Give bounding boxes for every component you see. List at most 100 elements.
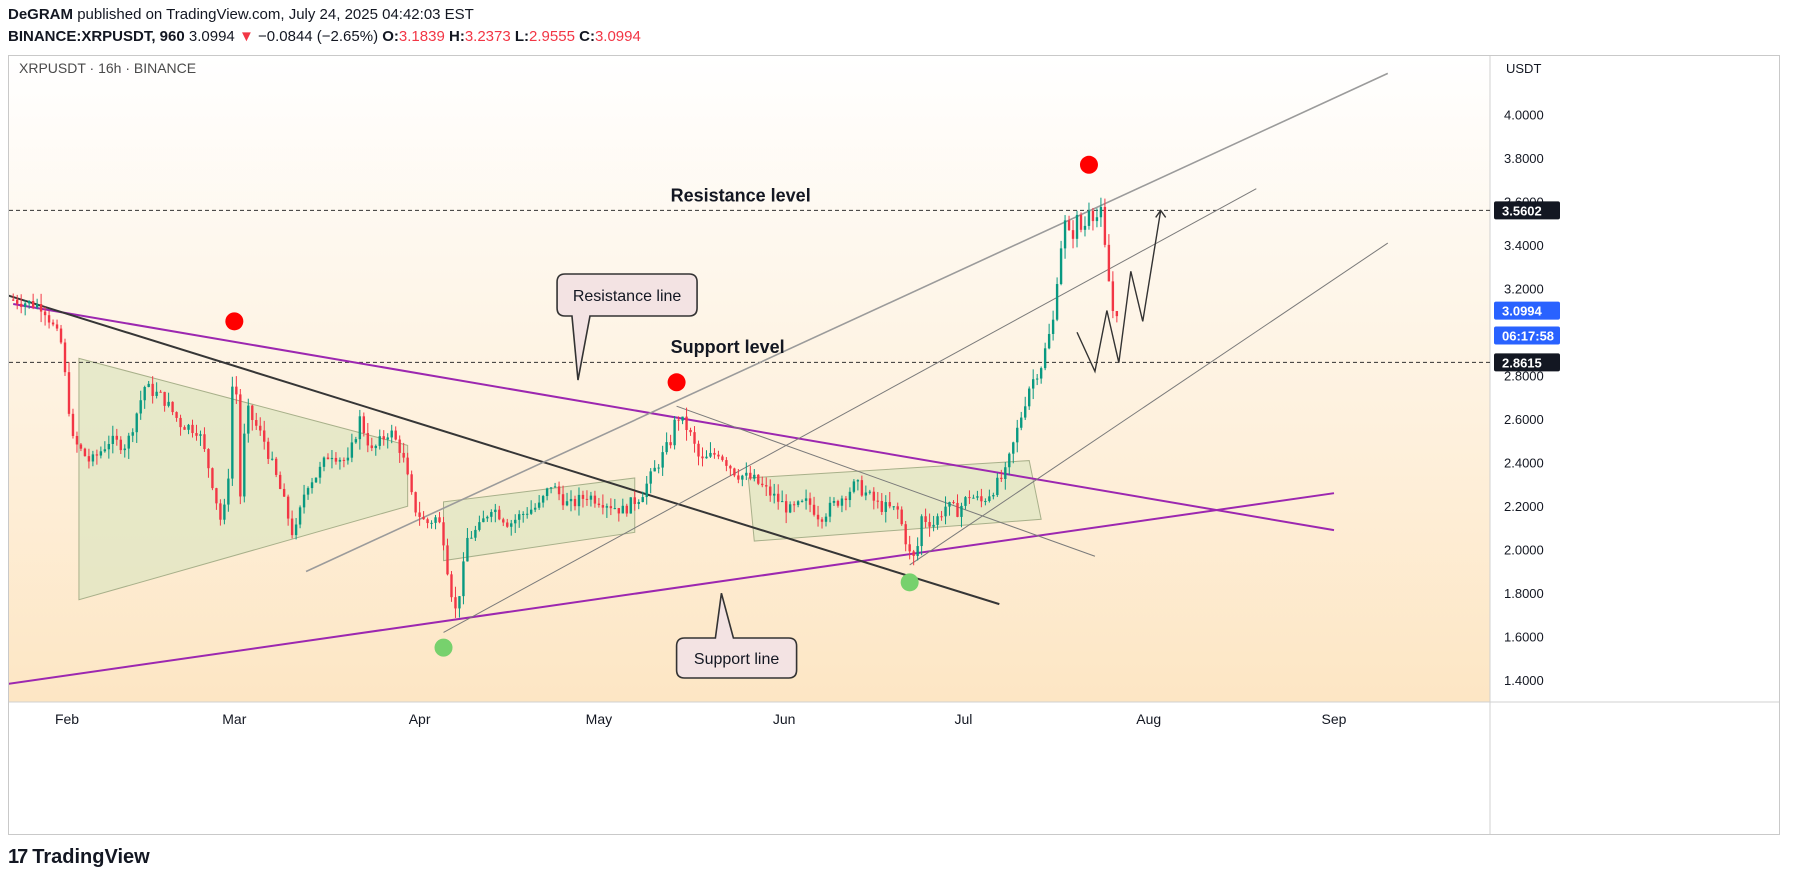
tradingview-brand[interactable]: TradingView bbox=[32, 846, 150, 868]
candle-down bbox=[75, 435, 79, 445]
candle-up bbox=[840, 498, 844, 506]
candle-down bbox=[179, 417, 182, 428]
ohlc-high: 3.2373 bbox=[464, 28, 511, 45]
candle-down bbox=[171, 401, 174, 413]
candle-up bbox=[131, 432, 134, 436]
candle-up bbox=[330, 457, 334, 460]
candle-up bbox=[470, 537, 473, 539]
candle-up bbox=[992, 495, 995, 497]
candle-down bbox=[669, 442, 672, 446]
candle-up bbox=[243, 433, 246, 497]
candle-up bbox=[960, 505, 963, 517]
candle-down bbox=[737, 475, 740, 480]
y-tick-label: 3.2000 bbox=[1504, 282, 1544, 297]
y-tick-label: 1.8000 bbox=[1504, 586, 1544, 601]
candle-up bbox=[227, 478, 230, 505]
candle-down bbox=[581, 494, 585, 499]
candle-down bbox=[609, 506, 613, 509]
candle-up bbox=[1039, 368, 1043, 379]
candle-up bbox=[741, 475, 744, 480]
candle-up bbox=[653, 467, 656, 472]
candle-up bbox=[996, 477, 999, 496]
candle-up bbox=[374, 445, 377, 449]
candle-up bbox=[1031, 379, 1035, 389]
candle-down bbox=[816, 514, 820, 520]
candle-up bbox=[629, 497, 632, 514]
candle-up bbox=[306, 488, 310, 495]
tradingview-footer: 17 TradingView bbox=[8, 846, 150, 869]
candle-up bbox=[167, 401, 170, 406]
candle-up bbox=[541, 496, 545, 503]
candle-up bbox=[35, 304, 39, 308]
candle-up bbox=[1099, 206, 1103, 218]
candle-down bbox=[1091, 210, 1095, 222]
candle-down bbox=[900, 509, 903, 525]
candle-up bbox=[107, 443, 111, 450]
candles-group bbox=[12, 197, 1119, 618]
candle-up bbox=[139, 400, 142, 414]
candle-up bbox=[302, 494, 306, 508]
candle-up bbox=[972, 497, 975, 499]
candle-down bbox=[274, 458, 278, 475]
candle-down bbox=[63, 342, 67, 373]
candle-up bbox=[984, 501, 987, 503]
x-tick-label: Apr bbox=[409, 711, 431, 727]
candle-down bbox=[278, 474, 282, 489]
candle-down bbox=[79, 444, 83, 449]
y-tick-label: 2.4000 bbox=[1504, 456, 1544, 471]
purple-resistance-line bbox=[13, 302, 1335, 532]
candle-up bbox=[103, 449, 107, 452]
author-name[interactable]: DeGRAM bbox=[8, 6, 74, 23]
candle-up bbox=[637, 502, 640, 505]
red-dot-marker bbox=[667, 373, 686, 392]
candle-down bbox=[769, 486, 772, 496]
candle-down bbox=[12, 299, 15, 301]
support-level-label: Support level bbox=[671, 337, 785, 357]
support-line-callout-text: Support line bbox=[694, 651, 779, 668]
candle-down bbox=[83, 448, 87, 457]
price-axis-background bbox=[1490, 56, 1779, 834]
price-badge-label: 3.5602 bbox=[1502, 203, 1542, 218]
candle-down bbox=[689, 429, 692, 433]
candle-down bbox=[71, 413, 75, 436]
candle-up bbox=[856, 480, 860, 482]
candle-up bbox=[482, 518, 485, 523]
y-tick-label: 4.0000 bbox=[1504, 108, 1544, 123]
candle-down bbox=[422, 516, 425, 520]
candle-down bbox=[1079, 214, 1083, 230]
candle-up bbox=[91, 454, 95, 462]
candle-up bbox=[537, 502, 541, 508]
candle-down bbox=[952, 502, 955, 504]
candle-down bbox=[334, 457, 338, 462]
candle-up bbox=[1024, 406, 1027, 418]
candle-down bbox=[1071, 230, 1075, 239]
symbol-name[interactable]: BINANCE:XRPUSDT, 960 bbox=[8, 28, 185, 45]
y-tick-label: 2.0000 bbox=[1504, 543, 1544, 558]
candle-down bbox=[414, 492, 417, 513]
candle-up bbox=[569, 498, 573, 502]
chart-frame[interactable]: Resistance level Support level Resistance … bbox=[8, 55, 1780, 835]
candle-up bbox=[780, 501, 784, 503]
candle-down bbox=[506, 522, 509, 527]
chart-canvas[interactable]: Resistance level Support level Resistance … bbox=[9, 56, 1780, 835]
candle-down bbox=[896, 506, 899, 510]
candle-down bbox=[255, 420, 258, 426]
candle-down bbox=[1000, 477, 1003, 480]
candle-up bbox=[338, 459, 342, 462]
price-badge bbox=[1494, 201, 1560, 220]
candle-up bbox=[522, 513, 525, 515]
candle-up bbox=[832, 500, 836, 503]
candle-up bbox=[1059, 248, 1063, 285]
candle-up bbox=[434, 517, 437, 523]
candle-down bbox=[697, 443, 700, 457]
candle-down bbox=[968, 497, 971, 499]
candle-down bbox=[776, 493, 780, 502]
candle-down bbox=[784, 501, 788, 513]
candle-down bbox=[51, 322, 55, 325]
candle-down bbox=[418, 512, 421, 517]
chart-title: XRPUSDT · 16h · BINANCE bbox=[19, 60, 196, 76]
candle-down bbox=[410, 474, 413, 493]
candle-up bbox=[462, 561, 465, 597]
symbol-info: BINANCE:XRPUSDT, 960 3.0994 ▼ −0.0844 (−… bbox=[8, 28, 641, 45]
candle-down bbox=[115, 435, 118, 440]
